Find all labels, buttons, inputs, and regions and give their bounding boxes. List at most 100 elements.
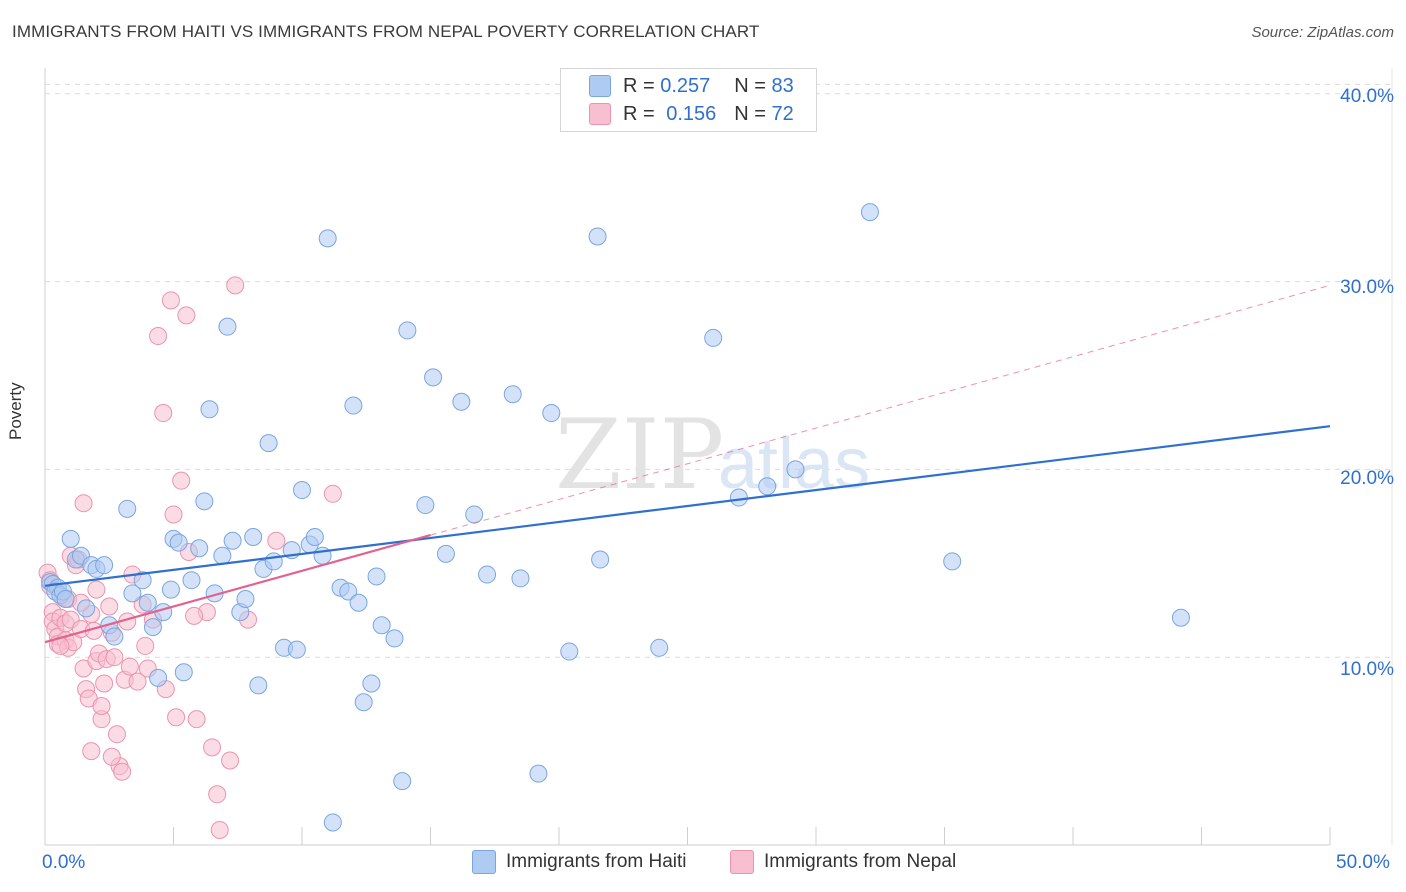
grid-lines: [45, 83, 1392, 658]
nepal-point-60: [221, 751, 240, 770]
bottom-legend-haiti: Immigrants from Haiti: [472, 850, 687, 874]
haiti-point-78: [758, 477, 777, 496]
haiti-point-63: [424, 368, 443, 387]
x-min-label: 0.0%: [42, 852, 86, 873]
haiti-point-19: [138, 593, 157, 612]
haiti-point-60: [393, 772, 412, 791]
haiti-point-55: [354, 693, 373, 712]
haiti-point-54: [349, 593, 368, 612]
nepal-n-label: N =: [734, 102, 766, 125]
haiti-point-52: [339, 582, 358, 601]
nepal-r-label: R =: [623, 102, 655, 125]
haiti-point-45: [293, 481, 311, 500]
nepal-point-68: [82, 742, 101, 761]
haiti-point-71: [542, 404, 561, 423]
y-tick-10: 10.0%: [1340, 659, 1394, 680]
nepal-point-53: [177, 306, 196, 325]
watermark: ZIP atlas: [555, 399, 870, 511]
haiti-point-30: [200, 400, 219, 419]
haiti-r-label: R =: [623, 74, 655, 97]
chart-title: IMMIGRANTS FROM HAITI VS IMMIGRANTS FROM…: [12, 22, 760, 41]
haiti-point-34: [223, 531, 242, 550]
haiti-r-value: 0.257: [660, 74, 711, 97]
nepal-point-51: [167, 708, 186, 727]
haiti-point-36: [236, 589, 255, 608]
haiti-legend-swatch: [472, 850, 496, 874]
nepal-point-47: [154, 404, 173, 423]
nepal-trend-extension: [430, 284, 1331, 536]
haiti-n-value: 83: [771, 74, 794, 97]
nepal-point-64: [323, 484, 342, 503]
haiti-point-61: [398, 321, 417, 340]
nepal-legend-label: Immigrants from Nepal: [764, 851, 957, 872]
haiti-point-72: [560, 642, 579, 661]
stats-legend: R = 0.257 N = 83 R = 0.156 N = 72: [560, 68, 817, 132]
nepal-point-63: [267, 531, 286, 550]
haiti-point-50: [323, 813, 342, 832]
bottom-legend-nepal: Immigrants from Nepal: [730, 850, 956, 874]
haiti-point-32: [213, 546, 232, 565]
nepal-point-55: [187, 710, 206, 729]
nepal-point-46: [149, 327, 168, 346]
haiti-point-80: [860, 203, 879, 222]
haiti-point-79: [786, 460, 805, 479]
haiti-point-40: [259, 434, 278, 453]
haiti-points: [41, 203, 1190, 832]
haiti-point-56: [362, 674, 381, 693]
watermark-zip: ZIP: [555, 399, 724, 511]
haiti-point-59: [385, 629, 404, 648]
source-label: Source: ZipAtlas.com: [1251, 24, 1394, 41]
trend-lines: [44, 284, 1331, 644]
haiti-point-47: [305, 528, 324, 546]
haiti-point-6: [56, 589, 75, 608]
haiti-point-62: [416, 496, 435, 515]
nepal-point-57: [203, 738, 222, 757]
nepal-point-30: [95, 674, 114, 693]
nepal-point-49: [161, 291, 180, 310]
haiti-point-67: [478, 565, 497, 584]
y-tick-30: 30.0%: [1340, 277, 1394, 298]
haiti-point-49: [318, 229, 337, 248]
nepal-point-69: [102, 747, 121, 766]
haiti-point-44: [287, 640, 306, 659]
haiti-point-64: [436, 544, 455, 563]
haiti-point-33: [218, 317, 237, 336]
haiti-point-69: [511, 569, 530, 588]
haiti-point-15: [105, 627, 124, 646]
haiti-point-23: [161, 580, 180, 599]
y-tick-20: 20.0%: [1340, 468, 1394, 489]
nepal-point-42: [128, 672, 147, 691]
haiti-point-66: [465, 505, 484, 524]
legend-row-haiti: R = 0.257 N = 83: [589, 73, 794, 99]
haiti-point-37: [244, 528, 263, 546]
haiti-point-70: [529, 764, 548, 783]
nepal-point-52: [172, 471, 191, 490]
haiti-point-73: [588, 227, 607, 246]
haiti-point-29: [195, 492, 214, 511]
nepal-point-61: [226, 276, 245, 295]
y-axis-title: Poverty: [6, 382, 25, 440]
haiti-point-58: [372, 616, 391, 635]
haiti-point-76: [704, 328, 723, 347]
haiti-point-16: [118, 499, 137, 518]
nepal-r-value: 0.156: [666, 102, 717, 125]
nepal-point-25: [87, 580, 106, 599]
haiti-point-41: [264, 552, 283, 571]
haiti-legend-label: Immigrants from Haiti: [506, 851, 687, 872]
nepal-point-70: [136, 636, 155, 655]
haiti-point-68: [503, 385, 522, 404]
haiti-point-75: [650, 638, 669, 657]
haiti-point-27: [182, 571, 201, 590]
nepal-point-40: [120, 657, 139, 676]
haiti-point-18: [133, 571, 152, 590]
haiti-point-17: [123, 584, 142, 603]
haiti-point-82: [1171, 608, 1190, 627]
nepal-swatch: [589, 103, 611, 125]
nepal-point-34: [105, 648, 124, 667]
haiti-trend-line: [44, 425, 1331, 587]
nepal-trend-line: [44, 534, 431, 644]
nepal-point-50: [164, 505, 183, 524]
haiti-point-13: [95, 556, 114, 575]
haiti-point-10: [77, 599, 96, 618]
